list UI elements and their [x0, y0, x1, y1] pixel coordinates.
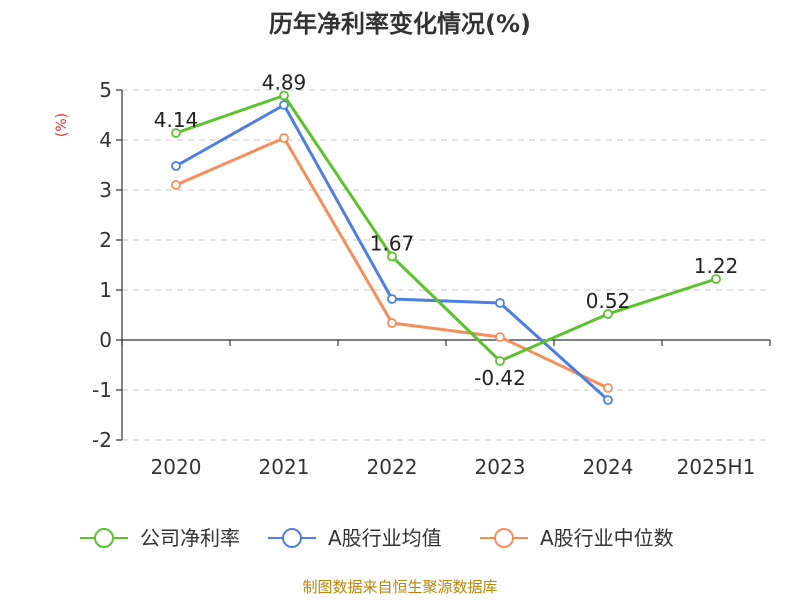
data-point: [603, 383, 613, 393]
data-label: 1.67: [370, 232, 415, 256]
chart-title: 历年净利率变化情况(%): [269, 10, 531, 38]
y-axis-unit: (%): [54, 113, 70, 137]
data-point: [711, 274, 721, 284]
legend-marker: [94, 528, 114, 548]
legend-item-0[interactable]: 公司净利率: [80, 526, 240, 550]
data-point: [171, 180, 181, 190]
y-tick-label: 4: [99, 128, 112, 152]
x-tick-label: 2023: [475, 455, 526, 479]
data-point: [279, 133, 289, 143]
y-tick-label: -1: [92, 378, 112, 402]
x-tick-label: 2020: [151, 455, 202, 479]
grid-lines: [122, 89, 770, 441]
data-label: -0.42: [474, 366, 526, 390]
y-tick-label: 3: [99, 178, 112, 202]
data-point: [171, 128, 181, 138]
x-tick-label: 2024: [583, 455, 634, 479]
legend-item-2[interactable]: A股行业中位数: [480, 526, 674, 550]
data-point: [603, 309, 613, 319]
data-point: [603, 395, 613, 405]
legend-marker: [494, 528, 514, 548]
data-point: [279, 90, 289, 101]
data-point: [387, 318, 397, 328]
data-point: [387, 251, 397, 262]
y-tick-label: 5: [99, 78, 112, 102]
series-line-2: [175, 136, 609, 390]
data-label: 4.89: [262, 71, 307, 95]
legend-label: A股行业均值: [328, 526, 442, 550]
x-tick-label: 2022: [367, 455, 418, 479]
y-tick-label: 1: [99, 278, 112, 302]
data-point: [279, 100, 289, 110]
source-note: 制图数据来自恒生聚源数据库: [302, 578, 497, 596]
legend-label: 公司净利率: [140, 526, 240, 550]
data-point: [387, 294, 397, 304]
y-tick-label: 0: [99, 328, 112, 352]
data-point: [495, 332, 505, 342]
legend-label: A股行业中位数: [540, 526, 674, 550]
data-label: 0.52: [586, 289, 631, 313]
data-point: [495, 298, 505, 308]
data-point: [495, 356, 505, 366]
x-tick-label: 2025H1: [677, 455, 756, 479]
series-lines: [171, 90, 721, 405]
data-label: 4.14: [154, 108, 199, 132]
y-tick-label: -2: [92, 428, 112, 452]
y-tick-label: 2: [99, 228, 112, 252]
legend[interactable]: 公司净利率 A股行业均值 A股行业中位数: [80, 526, 674, 550]
series-line-0: [175, 94, 717, 363]
legend-item-1[interactable]: A股行业均值: [268, 526, 442, 550]
x-tick-label: 2021: [259, 455, 310, 479]
data-label: 1.22: [694, 254, 739, 278]
legend-marker: [282, 528, 302, 548]
axes: -2 -1 0 1 2 3 4 5 2020 2021 2022 2023 2024 2025H1: [92, 78, 771, 479]
data-point: [171, 161, 181, 171]
data-labels: 4.14 4.89 1.67 -0.42 0.52 1.22: [154, 71, 739, 391]
